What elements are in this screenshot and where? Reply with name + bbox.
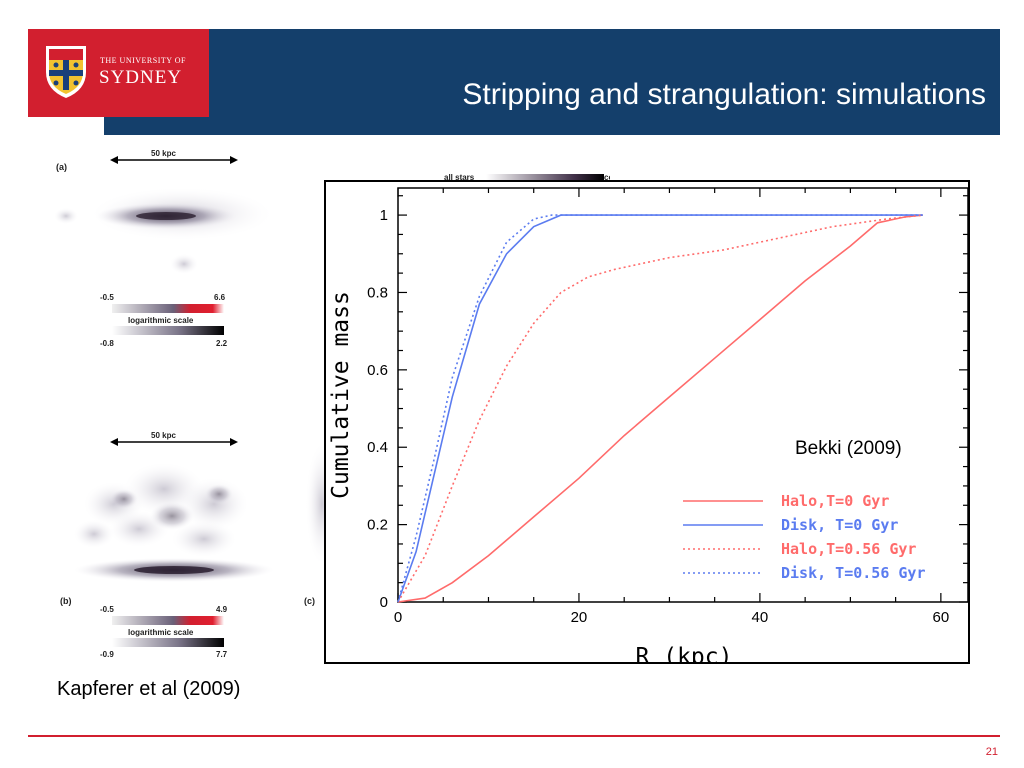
y-tick-label: 0.8 bbox=[367, 284, 388, 301]
legend-label-0: Halo,T=0 Gyr bbox=[781, 492, 889, 510]
y-tick-label: 0.2 bbox=[367, 517, 388, 534]
cbar-a1-max: 6.6 bbox=[214, 293, 226, 302]
galaxy-stripped-b bbox=[74, 444, 324, 582]
university-logo: THE UNIVERSITY OF SYDNEY bbox=[28, 29, 209, 117]
top-colorbar-label-2: colormap bbox=[604, 173, 610, 182]
x-tick-label: 0 bbox=[394, 609, 402, 626]
panel-a-tag: (a) bbox=[56, 162, 67, 172]
y-axis-label: Cumulative mass bbox=[328, 291, 354, 499]
scalebar-b bbox=[110, 438, 238, 446]
colorbar-b1 bbox=[112, 616, 224, 625]
panel-c-tag: (c) bbox=[304, 596, 315, 606]
y-tick-label: 0 bbox=[380, 594, 388, 611]
chart-annotation: Bekki (2009) bbox=[795, 438, 902, 459]
top-colorbar-label-1: all stars bbox=[444, 173, 475, 182]
series-line-3 bbox=[397, 214, 923, 603]
colorbar-b2 bbox=[112, 638, 224, 647]
footer-line bbox=[28, 735, 1000, 737]
x-tick-label: 40 bbox=[752, 609, 769, 626]
logo-line1: THE UNIVERSITY OF bbox=[100, 56, 186, 65]
panel-b-tag: (b) bbox=[60, 596, 72, 606]
cbar-b1-min: -0.5 bbox=[100, 605, 114, 614]
scalebar-b-label: 50 kpc bbox=[151, 431, 176, 440]
colorbar-a2 bbox=[112, 326, 224, 335]
x-tick-label: 20 bbox=[571, 609, 588, 626]
crest-icon bbox=[46, 46, 86, 98]
y-tick-label: 0.6 bbox=[367, 362, 388, 379]
scalebar-a bbox=[110, 156, 238, 164]
chart-frame: 0 20 40 60 0 0.2 0.4 0.6 0.8 1 Halo,T=0 Gyr Disk, … bbox=[324, 180, 970, 664]
top-colorbar: all stars colormap bbox=[444, 173, 610, 182]
y-tick-label: 0.4 bbox=[367, 439, 388, 456]
y-tick-label: 1 bbox=[380, 207, 388, 224]
cbar-a2-min: -0.8 bbox=[100, 339, 114, 348]
logo-line2: SYDNEY bbox=[99, 67, 183, 88]
cbar-a1-label: logarithmic scale bbox=[128, 316, 194, 325]
colorbar-a1 bbox=[112, 304, 224, 313]
scalebar-a-label: 50 kpc bbox=[151, 149, 176, 158]
slide-title: Stripping and strangulation: simulations bbox=[462, 78, 986, 111]
cbar-a1-min: -0.5 bbox=[100, 293, 114, 302]
cbar-b2-max: 7.7 bbox=[216, 650, 228, 659]
cbar-b1-label: logarithmic scale bbox=[128, 628, 194, 637]
page-number: 21 bbox=[985, 746, 998, 758]
series-line-1 bbox=[397, 214, 923, 603]
x-axis-label: R (kpc) bbox=[636, 644, 733, 662]
cbar-b2-min: -0.9 bbox=[100, 650, 114, 659]
legend-label-3: Disk, T=0.56 Gyr bbox=[781, 564, 926, 582]
plot-area bbox=[397, 187, 968, 603]
legend-label-2: Halo,T=0.56 Gyr bbox=[781, 540, 916, 558]
legend-label-1: Disk, T=0 Gyr bbox=[781, 516, 898, 534]
cbar-b1-max: 4.9 bbox=[216, 605, 228, 614]
title-bar: Stripping and strangulation: simulations bbox=[104, 29, 1000, 135]
simulation-figure: (a) 50 kpc -0.5 6.6 logarithmic scale -0… bbox=[54, 149, 324, 659]
x-tick-label: 60 bbox=[933, 609, 950, 626]
left-figure-caption: Kapferer et al (2009) bbox=[57, 678, 241, 700]
cumulative-mass-chart: 0 20 40 60 0 0.2 0.4 0.6 0.8 1 Halo,T=0 Gyr Disk, … bbox=[328, 187, 968, 662]
cbar-a2-max: 2.2 bbox=[216, 339, 228, 348]
series-line-0 bbox=[397, 214, 923, 603]
